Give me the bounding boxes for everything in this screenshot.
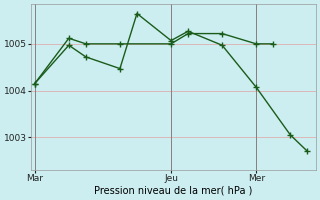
X-axis label: Pression niveau de la mer( hPa ): Pression niveau de la mer( hPa ) (94, 186, 253, 196)
